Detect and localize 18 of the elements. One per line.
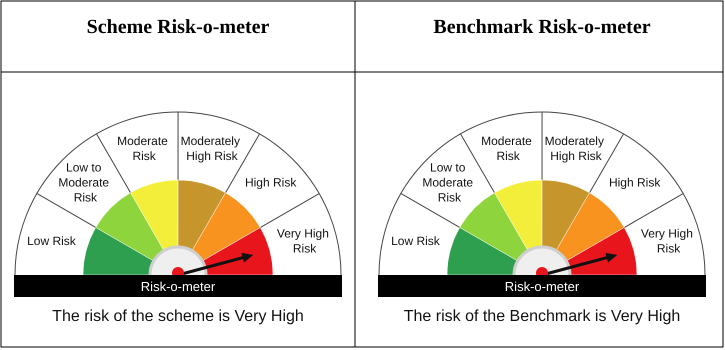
slice-label: Moderate Risk xyxy=(481,134,536,163)
chart-title: Benchmark Risk-o-meter xyxy=(433,16,651,38)
chart-title: Scheme Risk-o-meter xyxy=(86,16,270,38)
slice-label: Low Risk xyxy=(391,234,441,248)
text: Risk-o-meter xyxy=(140,279,216,294)
slice-label: Moderately High Risk xyxy=(180,134,244,163)
slice-label: Low Risk xyxy=(27,234,77,248)
slice-label: High Risk xyxy=(244,175,298,190)
slice-label: Very High Risk xyxy=(276,226,332,256)
text: The risk of the scheme is Very High xyxy=(52,308,304,325)
slice-label: Moderate Risk xyxy=(117,134,172,163)
text: Risk-o-meter xyxy=(504,279,580,294)
slice-label: High Risk xyxy=(608,175,662,190)
slice-label: Moderately High Risk xyxy=(544,134,608,163)
slice-label: Low to Moderate Risk xyxy=(422,160,476,204)
text: The risk of the Benchmark is Very High xyxy=(404,308,680,325)
slice-label: Low to Moderate Risk xyxy=(58,160,112,204)
slice-label: Very High Risk xyxy=(640,226,696,256)
